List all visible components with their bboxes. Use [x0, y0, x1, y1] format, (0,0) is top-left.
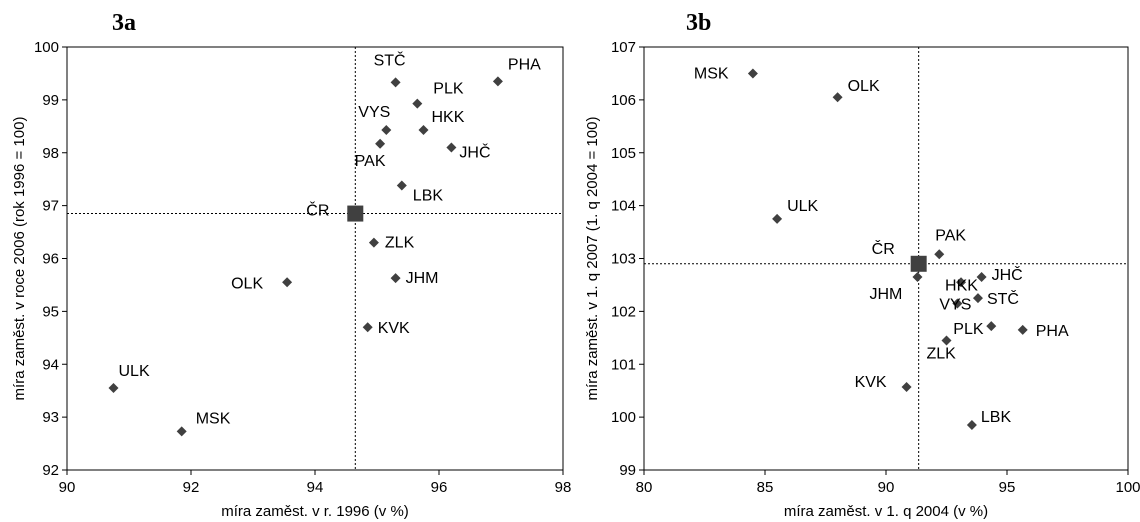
chart-2-point-lbk: [966, 420, 977, 431]
chart-1-point-label: ULK: [119, 363, 150, 380]
chart-1-point-label: JHM: [406, 270, 439, 287]
chart-2-y-axis-label: míra zaměst. v 1. q 2007 (1. q 2004 = 10…: [584, 117, 601, 401]
chart-2-point-label: PHA: [1036, 323, 1069, 340]
chart-1-point-plk: [412, 98, 423, 109]
chart-2-x-tick-label: 95: [999, 479, 1016, 496]
chart-1-point-pha: [492, 76, 503, 87]
chart-2-point-label: STČ: [987, 289, 1019, 308]
chart-1-point-label: VYS: [358, 104, 390, 121]
chart-2-x-tick-label: 80: [636, 479, 653, 496]
chart-2-point-label: ULK: [787, 198, 818, 215]
chart-1-point-label: PAK: [355, 153, 386, 170]
chart-2-y-tick-label: 103: [611, 251, 636, 268]
chart-2-point-jhč: [976, 272, 987, 283]
chart-1-y-axis-label: míra zaměst. v roce 2006 (rok 1996 = 100…: [11, 117, 28, 401]
chart-1-point-lbk: [396, 180, 407, 191]
chart-2-point-kvk: [901, 381, 912, 392]
chart-1-point-label: MSK: [196, 410, 231, 427]
chart-1-point-zlk: [368, 237, 379, 248]
chart-2-point-vys: [952, 298, 963, 309]
chart-1-point-msk: [176, 426, 187, 437]
chart-1-point-pak: [375, 138, 386, 149]
chart-1-point-label: PHA: [508, 56, 541, 73]
chart-1-point-label: OLK: [231, 275, 263, 292]
chart-1-point-jhč: [446, 142, 457, 153]
chart-1-plot-frame: [66, 46, 564, 471]
chart-1-point-label: KVK: [378, 320, 410, 337]
chart-2-point-label: VYS: [939, 296, 971, 313]
chart-1-point-label: JHČ: [459, 142, 490, 161]
chart-1-point-label: ZLK: [385, 235, 415, 252]
chart-2-title: 3b: [686, 10, 711, 36]
chart-2-point-olk: [832, 92, 843, 103]
chart-2-point-jhm: [912, 272, 923, 283]
chart-2-y-tick-label: 101: [611, 356, 636, 373]
chart-2-point-label: LBK: [981, 409, 1012, 426]
chart-2-point-label: PAK: [935, 227, 966, 244]
chart-2-x-tick-label: 100: [1115, 479, 1140, 496]
chart-2-point-plk: [986, 321, 997, 332]
chart-1-point-vys: [381, 125, 392, 136]
chart-1-point-label: PLK: [433, 81, 464, 98]
chart-2-y-tick-label: 106: [611, 92, 636, 109]
chart-1-point-label: STČ: [374, 50, 406, 69]
chart-1-y-tick-label: 100: [34, 39, 59, 56]
chart-1-y-tick-label: 98: [42, 145, 59, 162]
chart-2-point-hkk: [956, 277, 967, 288]
chart-1-point-ulk: [108, 383, 119, 394]
chart-2-point-stč: [972, 293, 983, 304]
chart-2-point-label: OLK: [848, 78, 880, 95]
chart-2-point-pha: [1017, 324, 1028, 335]
chart-1-y-tick-label: 97: [42, 198, 59, 215]
chart-1-point-jhm: [390, 273, 401, 284]
chart-2-x-tick-label: 90: [878, 479, 895, 496]
chart-1-x-tick-label: 98: [555, 479, 572, 496]
chart-2-point-label: ZLK: [927, 345, 957, 362]
chart-2-point-label: JHM: [869, 286, 902, 303]
chart-1-y-tick-label: 96: [42, 251, 59, 268]
chart-2-y-tick-label: 99: [619, 462, 636, 479]
chart-1-y-tick-label: 92: [42, 462, 59, 479]
chart-1-x-tick-label: 94: [307, 479, 324, 496]
chart-2-point-msk: [747, 68, 758, 79]
chart-2-x-tick-label: 85: [757, 479, 774, 496]
chart-2-y-tick-label: 105: [611, 145, 636, 162]
chart-1-x-tick-label: 92: [183, 479, 200, 496]
chart-2-point-label: MSK: [694, 65, 729, 82]
chart-1-point-label: LBK: [413, 188, 444, 205]
chart-2-y-tick-label: 107: [611, 39, 636, 56]
chart-2-plot-frame: [643, 46, 1129, 471]
chart-2-y-tick-label: 104: [611, 198, 636, 215]
chart-2-x-axis-label: míra zaměst. v 1. q 2004 (v %): [784, 503, 988, 520]
chart-2-point-pak: [934, 249, 945, 260]
chart-2-point-zlk: [941, 335, 952, 346]
chart-2-reference-point: [910, 255, 927, 272]
chart-2-point-label: HKK: [945, 277, 978, 294]
chart-1-title: 3a: [112, 10, 136, 36]
chart-2-point-label: JHČ: [992, 265, 1023, 284]
chart-1-reference-label: ČR: [306, 201, 329, 220]
chart-1-point-olk: [282, 277, 293, 288]
chart-1-y-tick-label: 95: [42, 303, 59, 320]
chart-2-point-ulk: [772, 213, 783, 224]
chart-1-point-hkk: [418, 125, 429, 136]
chart-2-point-label: PLK: [953, 321, 984, 338]
chart-2-y-tick-label: 100: [611, 409, 636, 426]
chart-1-y-tick-label: 99: [42, 92, 59, 109]
chart-1-point-kvk: [362, 322, 373, 333]
chart-2-reference-label: ČR: [872, 239, 895, 258]
chart-1-x-tick-label: 96: [431, 479, 448, 496]
chart-1-point-stč: [390, 77, 401, 88]
chart-1-x-tick-label: 90: [59, 479, 76, 496]
chart-1-point-label: HKK: [432, 109, 465, 126]
chart-1-reference-point: [347, 205, 364, 222]
chart-1-y-tick-label: 94: [42, 356, 59, 373]
chart-1-y-tick-label: 93: [42, 409, 59, 426]
chart-1-x-axis-label: míra zaměst. v r. 1996 (v %): [221, 503, 409, 520]
chart-2-y-tick-label: 102: [611, 303, 636, 320]
chart-2-point-label: KVK: [855, 374, 887, 391]
